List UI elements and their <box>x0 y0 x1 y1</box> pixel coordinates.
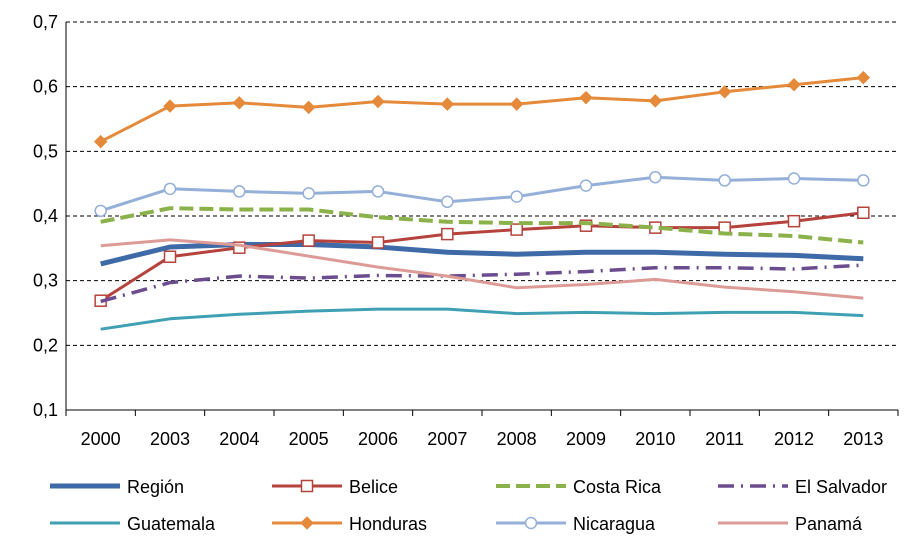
data-point <box>441 227 454 241</box>
data-point <box>717 85 732 99</box>
data-point <box>232 96 247 110</box>
legend-label: Belice <box>349 477 398 497</box>
data-point <box>509 97 524 111</box>
legend-item: Costa Rica <box>496 477 662 497</box>
data-point <box>301 100 316 115</box>
series-7 <box>100 238 864 300</box>
data-point <box>93 134 108 149</box>
data-point <box>718 174 731 187</box>
data-point <box>787 214 801 228</box>
y-tick-label: 0,1 <box>33 400 58 420</box>
y-tick-label: 0,4 <box>33 206 58 226</box>
data-point <box>233 185 246 198</box>
series-0 <box>100 242 864 267</box>
data-point <box>441 195 454 209</box>
legend-item: Región <box>50 477 184 497</box>
series-line <box>99 211 864 302</box>
data-point <box>371 236 385 249</box>
x-tick-label: 2009 <box>566 429 606 449</box>
y-tick-label: 0,6 <box>33 77 58 97</box>
legend-item: El Salvador <box>718 477 887 497</box>
data-point <box>857 206 870 220</box>
legend-item: Honduras <box>272 514 427 534</box>
series-line <box>100 206 864 245</box>
legend-label: Panamá <box>795 514 863 534</box>
series-line <box>100 175 864 213</box>
legend-label: El Salvador <box>795 477 887 497</box>
legend-marker <box>300 516 314 530</box>
series-2 <box>100 206 864 245</box>
series-3 <box>100 263 864 304</box>
data-point <box>371 185 385 198</box>
data-point <box>579 90 593 105</box>
series-5 <box>93 70 871 149</box>
x-tick-label: 2010 <box>635 429 675 449</box>
series-line <box>100 242 864 267</box>
x-tick-label: 2000 <box>81 429 121 449</box>
data-point <box>857 174 870 187</box>
x-axis-tick-labels: 2000 2003 2004 2005 2006 2007 2008 2009 2010 2011… <box>65 410 899 449</box>
data-point <box>302 234 315 247</box>
data-point <box>510 190 523 203</box>
x-tick-label: 2013 <box>843 429 883 449</box>
y-tick-label: 0,2 <box>33 335 58 355</box>
legend-label: Región <box>127 477 184 497</box>
x-tick-label: 2008 <box>497 429 537 449</box>
y-tick-label: 0,5 <box>33 141 58 161</box>
legend-marker <box>524 516 538 530</box>
legend-item: Panamá <box>718 514 863 534</box>
x-tick-label: 2007 <box>427 429 467 449</box>
data-point <box>163 99 177 113</box>
legend-label: Guatemala <box>127 514 216 534</box>
data-point <box>649 170 662 184</box>
data-point <box>371 94 385 109</box>
series-6 <box>94 170 870 218</box>
data-point <box>510 223 523 236</box>
legend-item: Belice <box>272 477 398 497</box>
data-point <box>787 172 801 185</box>
data-point <box>163 250 177 263</box>
data-point <box>233 241 246 254</box>
legend-label: Honduras <box>349 514 427 534</box>
gridlines <box>65 21 898 411</box>
legend-item: Nicaragua <box>496 514 656 534</box>
y-tick-label: 0,3 <box>33 271 58 291</box>
x-tick-label: 2003 <box>150 429 190 449</box>
x-tick-label: 2011 <box>705 429 744 449</box>
legend-item: Guatemala <box>50 514 216 534</box>
legend-label: Costa Rica <box>573 477 662 497</box>
series-line <box>100 307 864 331</box>
data-point <box>787 78 801 92</box>
legend-label: Nicaragua <box>573 514 656 534</box>
series-line <box>100 76 864 143</box>
x-tick-label: 2004 <box>219 429 259 449</box>
data-point <box>302 187 315 200</box>
x-tick-label: 2012 <box>774 429 814 449</box>
legend: Región Belice Costa Rica El Salvador Guatema… <box>50 477 887 534</box>
legend-marker <box>300 479 314 493</box>
data-point <box>579 179 593 192</box>
x-tick-label: 2006 <box>358 429 398 449</box>
series-line <box>100 263 864 304</box>
series-line <box>100 238 864 300</box>
data-point <box>579 219 593 232</box>
data-point <box>440 97 455 111</box>
y-axis-tick-labels: 0,1 0,2 0,3 0,4 0,5 0,6 0,7 <box>33 12 58 420</box>
data-point <box>94 204 107 218</box>
y-tick-label: 0,7 <box>33 12 58 32</box>
series-lines <box>93 70 871 331</box>
data-point <box>856 70 871 85</box>
data-point <box>648 94 663 108</box>
series-4 <box>100 307 864 331</box>
x-tick-label: 2005 <box>289 429 329 449</box>
data-point <box>163 182 177 196</box>
